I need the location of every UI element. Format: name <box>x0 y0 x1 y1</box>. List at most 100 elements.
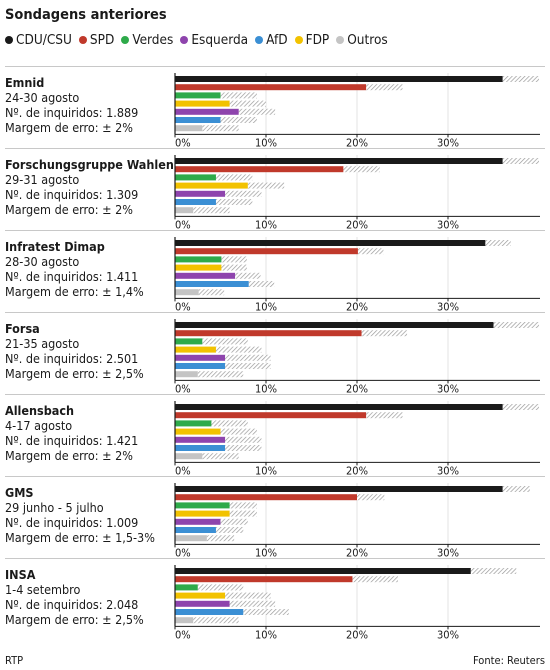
bar <box>175 584 198 591</box>
error-band <box>235 272 261 279</box>
bar <box>175 436 226 443</box>
poll-info: Allensbach 4-17 agosto Nº. de inquiridos: … <box>5 403 138 463</box>
poll-margin: Margem de erro: ± 1,4% <box>5 284 144 299</box>
poll-section: Forsa 21-35 agosto Nº. de inquiridos: 2.50… <box>0 312 550 394</box>
bar <box>175 404 503 410</box>
bar <box>175 346 216 353</box>
page-title: Sondagens anteriores <box>5 7 167 23</box>
legend-swatch <box>121 36 130 44</box>
error-band <box>352 576 398 583</box>
error-band <box>357 494 385 501</box>
poll-chart: 0% 10% 20% 30% <box>174 155 540 230</box>
error-band <box>215 174 253 181</box>
x-tick-label: 10% <box>255 382 277 394</box>
section-divider <box>5 476 545 477</box>
error-band <box>197 371 244 378</box>
error-band <box>225 354 271 361</box>
bar <box>175 240 486 246</box>
error-band <box>206 535 235 542</box>
error-band <box>229 510 257 517</box>
poll-sample: Nº. de inquiridos: 1.309 <box>5 187 139 202</box>
error-band <box>202 125 239 132</box>
legend-label: FDP <box>305 32 330 48</box>
bar <box>175 281 249 287</box>
x-tick-label: 0% <box>175 136 191 148</box>
poll-sample: Nº. de inquiridos: 2.501 <box>5 351 139 366</box>
poll-margin: Margem de erro: ± 2,5% <box>5 612 144 627</box>
poll-section: GMS 29 junho - 5 julho Nº. de inquiridos: … <box>0 476 550 558</box>
bar <box>175 420 212 427</box>
bar <box>175 486 503 492</box>
bar <box>175 453 203 460</box>
poll-name: INSA <box>5 567 36 582</box>
x-tick-label: 10% <box>255 218 277 230</box>
bar <box>175 428 221 435</box>
x-tick-label: 20% <box>346 382 368 394</box>
credit-text: RTP <box>5 654 24 667</box>
error-band <box>357 248 384 255</box>
bar <box>175 371 198 378</box>
bar <box>175 354 226 361</box>
bar <box>175 445 226 451</box>
bar <box>175 158 503 164</box>
bar <box>175 609 244 615</box>
error-band <box>221 264 247 271</box>
x-tick-label: 10% <box>255 628 277 640</box>
error-band <box>225 436 262 443</box>
x-tick-label: 0% <box>175 218 191 230</box>
section-divider <box>5 558 545 559</box>
bar <box>175 117 221 123</box>
error-band <box>198 289 225 296</box>
poll-info: Forschungsgruppe Wahlen 29-31 agosto Nº. d… <box>5 157 174 217</box>
bar <box>175 166 344 173</box>
poll-name: Infratest Dimap <box>5 239 105 254</box>
error-band <box>220 117 257 123</box>
error-band <box>366 84 403 91</box>
x-tick-label: 10% <box>255 136 277 148</box>
error-band <box>220 92 257 99</box>
bar <box>175 568 471 574</box>
bar <box>175 527 216 533</box>
poll-section: Forschungsgruppe Wahlen 29-31 agosto Nº. d… <box>0 148 550 230</box>
x-tick-label: 0% <box>175 628 191 640</box>
poll-info: INSA 1-4 setembro Nº. de inquiridos: 2.048… <box>5 567 144 627</box>
poll-margin: Margem de erro: ± 1,5-3% <box>5 530 155 545</box>
bar <box>175 330 362 337</box>
x-tick-label: 20% <box>346 136 368 148</box>
error-band <box>502 158 539 164</box>
legend-swatch <box>294 36 303 44</box>
bar <box>175 108 239 115</box>
section-divider <box>5 230 545 231</box>
poll-chart: 0% 10% 20% 30% <box>174 401 540 476</box>
legend-item: Outros <box>336 32 388 48</box>
poll-section: INSA 1-4 setembro Nº. de inquiridos: 2.048… <box>0 558 550 640</box>
bar <box>175 272 236 279</box>
error-band <box>470 568 517 574</box>
legend-label: Verdes <box>132 32 174 48</box>
error-band <box>221 256 247 263</box>
error-band <box>247 182 285 189</box>
error-band <box>220 428 257 435</box>
error-band <box>243 609 289 615</box>
poll-name: Emnid <box>5 75 45 90</box>
legend-item: Esquerda <box>180 32 248 48</box>
bar <box>175 535 207 542</box>
x-tick-label: 20% <box>346 218 368 230</box>
error-band <box>229 600 276 607</box>
bar <box>175 338 203 345</box>
poll-date: 1-4 setembro <box>5 582 81 597</box>
poll-section: Infratest Dimap 28-30 agosto Nº. de inquir… <box>0 230 550 312</box>
poll-date: 24-30 agosto <box>5 90 80 105</box>
poll-date: 28-30 agosto <box>5 254 80 269</box>
poll-chart: 0% 10% 20% 30% <box>174 319 540 394</box>
bar <box>175 518 221 525</box>
poll-chart: 0% 10% 20% 30% <box>174 237 540 312</box>
legend-item: AfD <box>255 32 288 48</box>
poll-sample: Nº. de inquiridos: 1.889 <box>5 105 139 120</box>
bar <box>175 174 216 181</box>
poll-section: Emnid 24-30 agosto Nº. de inquiridos: 1.88… <box>0 66 550 148</box>
error-band <box>248 281 275 287</box>
bar <box>175 182 248 189</box>
legend-swatch <box>78 36 87 44</box>
legend-swatch <box>5 36 13 44</box>
